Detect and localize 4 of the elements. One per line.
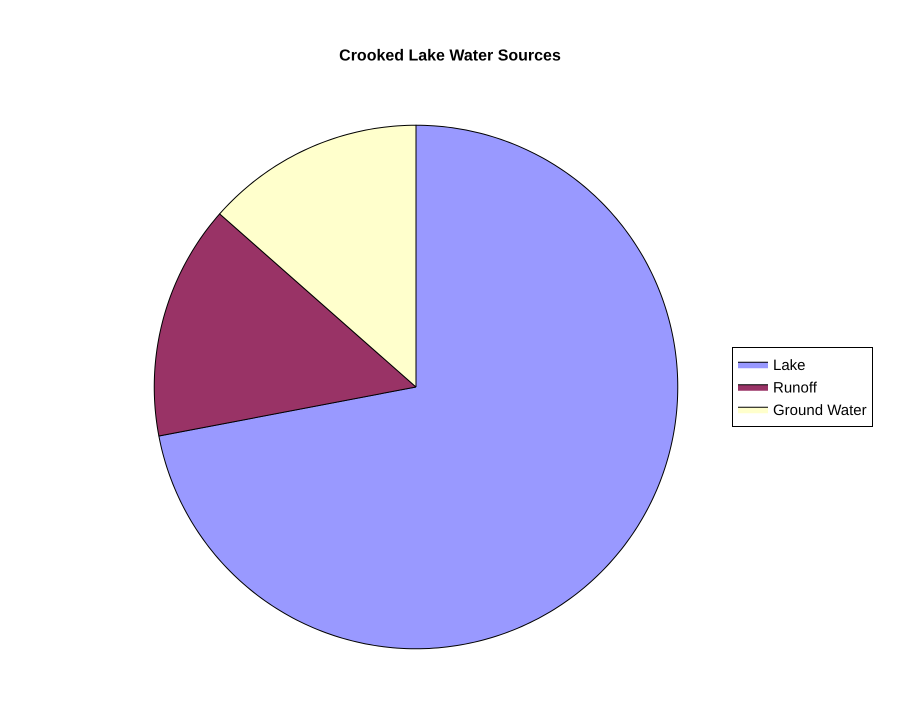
legend-label: Lake: [773, 357, 806, 374]
legend-label: Runoff: [773, 380, 818, 397]
legend-label: Ground Water: [773, 402, 867, 420]
chart-title: Crooked Lake Water Sources: [339, 47, 561, 64]
